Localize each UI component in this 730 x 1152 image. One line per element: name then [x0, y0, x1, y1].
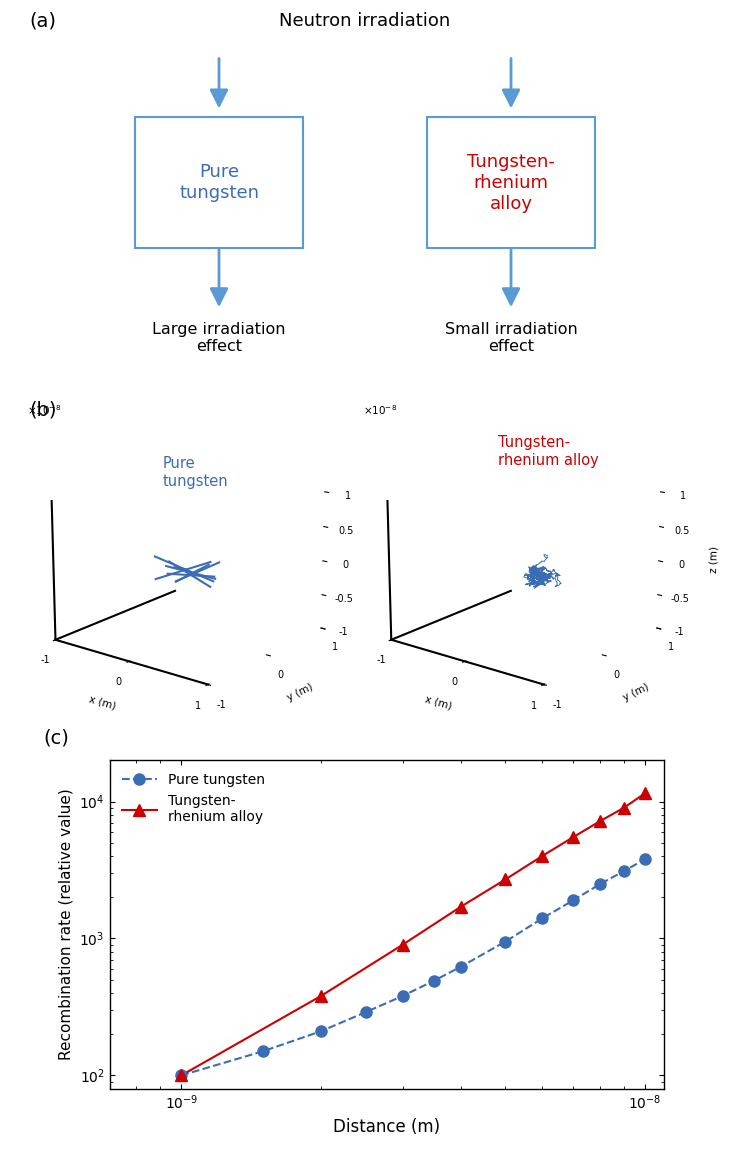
- X-axis label: Distance (m): Distance (m): [334, 1117, 440, 1136]
- Text: (a): (a): [29, 12, 56, 31]
- FancyBboxPatch shape: [427, 118, 595, 249]
- Text: Pure
tungsten: Pure tungsten: [162, 456, 228, 488]
- Y-axis label: y (m): y (m): [622, 682, 651, 703]
- Text: (b): (b): [29, 401, 57, 419]
- Text: Tungsten-
rhenium alloy: Tungsten- rhenium alloy: [498, 435, 599, 468]
- Text: $\times 10^{-8}$: $\times 10^{-8}$: [28, 403, 61, 417]
- Text: Pure
tungsten: Pure tungsten: [179, 164, 259, 203]
- Text: Neutron irradiation: Neutron irradiation: [280, 12, 450, 30]
- X-axis label: x (m): x (m): [88, 694, 118, 711]
- X-axis label: x (m): x (m): [424, 694, 453, 711]
- Y-axis label: Recombination rate (relative value): Recombination rate (relative value): [58, 789, 74, 1060]
- Text: Tungsten-
rhenium
alloy: Tungsten- rhenium alloy: [467, 153, 555, 213]
- Text: Large irradiation
effect: Large irradiation effect: [153, 321, 285, 355]
- Y-axis label: y (m): y (m): [286, 682, 315, 703]
- Legend: Pure tungsten, Tungsten-
rhenium alloy: Pure tungsten, Tungsten- rhenium alloy: [117, 767, 270, 829]
- FancyBboxPatch shape: [135, 118, 303, 249]
- Text: (c): (c): [43, 728, 69, 748]
- Text: $\times 10^{-8}$: $\times 10^{-8}$: [364, 403, 397, 417]
- Text: Small irradiation
effect: Small irradiation effect: [445, 321, 577, 355]
